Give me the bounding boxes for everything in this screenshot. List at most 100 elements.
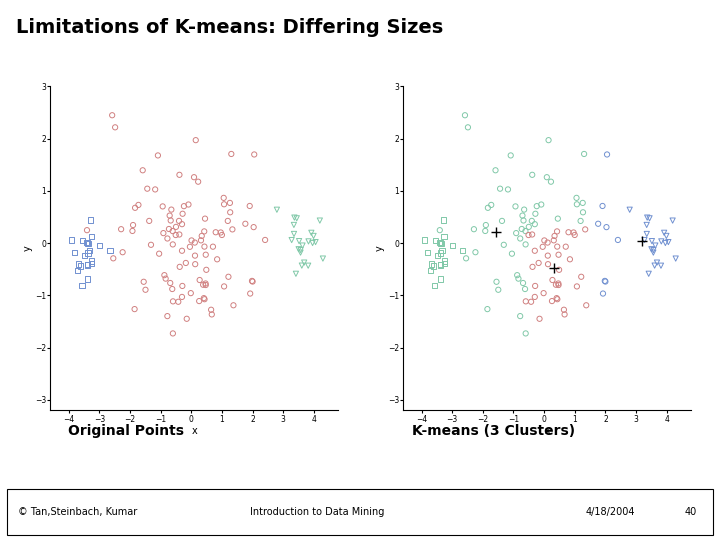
Point — [82, 239, 94, 247]
Point — [173, 298, 184, 306]
Point — [174, 217, 185, 225]
Point — [286, 236, 297, 245]
Point — [76, 281, 88, 289]
Point — [531, 202, 542, 211]
Point — [523, 231, 534, 239]
Point — [529, 293, 541, 301]
Point — [176, 220, 188, 228]
Point — [580, 301, 592, 309]
Point — [207, 242, 219, 251]
Point — [158, 271, 170, 280]
Point — [167, 227, 179, 235]
Point — [533, 259, 544, 267]
Point — [568, 228, 580, 237]
Point — [94, 241, 105, 250]
Point — [195, 236, 207, 245]
Point — [434, 226, 446, 234]
Point — [578, 150, 590, 158]
Point — [166, 285, 178, 293]
Text: Introduction to Data Mining: Introduction to Data Mining — [251, 507, 385, 517]
Y-axis label: y: y — [375, 246, 385, 251]
Point — [545, 177, 557, 186]
Point — [259, 235, 271, 244]
Point — [655, 237, 667, 246]
Point — [198, 294, 210, 302]
Point — [426, 260, 438, 268]
Point — [641, 221, 652, 230]
Point — [482, 305, 493, 313]
Point — [462, 123, 474, 132]
Point — [435, 239, 446, 247]
Point — [511, 271, 523, 280]
Point — [526, 298, 537, 306]
Point — [176, 246, 188, 255]
Point — [506, 249, 518, 258]
Point — [526, 230, 538, 239]
Point — [429, 281, 441, 289]
Point — [310, 238, 321, 246]
Point — [185, 289, 197, 298]
Point — [298, 258, 310, 267]
Point — [153, 249, 165, 258]
Point — [552, 242, 563, 251]
Point — [293, 245, 305, 254]
Point — [480, 221, 492, 230]
Point — [516, 225, 528, 233]
Point — [174, 171, 185, 179]
Point — [174, 230, 185, 239]
Point — [194, 297, 205, 306]
Point — [200, 281, 212, 289]
Point — [550, 280, 562, 289]
Point — [86, 260, 97, 268]
Point — [553, 251, 564, 259]
Point — [205, 306, 217, 314]
Point — [127, 227, 138, 235]
Point — [490, 166, 501, 174]
Point — [435, 274, 446, 283]
Point — [183, 200, 194, 209]
FancyBboxPatch shape — [7, 489, 713, 535]
Point — [542, 238, 554, 247]
Point — [648, 246, 660, 254]
Point — [170, 231, 181, 239]
Point — [164, 211, 176, 220]
Point — [529, 282, 541, 291]
Point — [140, 286, 151, 294]
Point — [503, 185, 514, 194]
Point — [660, 232, 672, 240]
Point — [520, 329, 531, 338]
Point — [468, 225, 480, 233]
Point — [543, 136, 554, 145]
Point — [651, 258, 662, 267]
Point — [491, 278, 503, 286]
Point — [580, 225, 591, 234]
Point — [534, 314, 545, 323]
Point — [314, 216, 325, 225]
Point — [641, 230, 652, 238]
Point — [571, 282, 582, 291]
Point — [639, 236, 650, 245]
Point — [163, 225, 175, 233]
Point — [515, 234, 526, 243]
Point — [612, 235, 624, 244]
Point — [302, 261, 314, 270]
Point — [69, 248, 81, 257]
Point — [289, 213, 300, 222]
Point — [189, 251, 201, 260]
Point — [143, 217, 155, 225]
Point — [160, 274, 171, 283]
Point — [66, 236, 77, 245]
Point — [546, 297, 558, 306]
Point — [197, 280, 209, 289]
Point — [83, 239, 94, 248]
Point — [571, 200, 582, 208]
Point — [492, 286, 504, 294]
Point — [246, 276, 258, 285]
Point — [571, 193, 582, 202]
Point — [177, 210, 189, 218]
Point — [73, 260, 85, 268]
Point — [438, 232, 450, 241]
Point — [498, 240, 510, 249]
Point — [649, 241, 661, 250]
Point — [513, 274, 524, 283]
